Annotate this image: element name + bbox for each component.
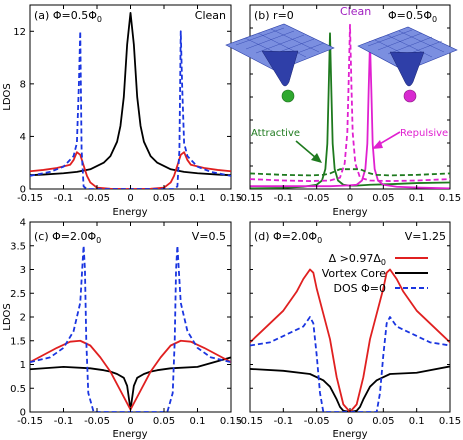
attractive-arrow (295, 140, 322, 163)
panel-c-xlabel: Energy (112, 429, 147, 440)
panel-a: -0.15 -0.1 -0.05 0 0.05 0.1 0.15 0 4 8 12 (a) Φ=0.… (2, 4, 242, 218)
panel-d-xlabel: Energy (332, 429, 367, 440)
panel-c-ytick-label-4: 2 (20, 313, 26, 324)
panel-a-xtick-label-1: -0.1 (54, 193, 74, 204)
panel-c-xtick-label-5: 0.1 (190, 416, 206, 427)
panel-a-xtick-label-2: -0.05 (84, 193, 110, 204)
panel-c-ytick-label-2: 1 (20, 360, 26, 371)
attractive-label: Attractive (251, 128, 300, 139)
panel-a-ytick-label-0: 0 (20, 185, 26, 196)
phi-annotation: Φ=0.5Φ0 (388, 9, 437, 24)
panel-d-ticks: -0.15 -0.1 -0.05 0 0.05 0.1 0.15 (237, 222, 461, 427)
panel-a-ytick-label-3: 12 (13, 27, 26, 38)
panel-c-ticks: -0.15 -0.1 -0.05 0 0.05 0.1 0.15 0 0.5 1 1.5 2 2.5 3 3… (10, 218, 242, 428)
panel-d-series-0 (250, 365, 450, 412)
panel-d-legend: Δ >0.97Δ0 Vortex Core DOS Φ=0 (322, 252, 428, 295)
panel-a-corner-text: Clean (195, 9, 226, 22)
panel-d-xtick-label-5: 0.1 (409, 416, 425, 427)
panel-d-series-2 (250, 316, 450, 412)
panel-b-xtick-label-1: -0.1 (274, 193, 294, 204)
panel-d-xtick-label-2: -0.05 (304, 416, 330, 427)
panel-b-xtick-label-2: -0.05 (304, 193, 330, 204)
panel-c-ytick-label-7: 3.5 (10, 241, 26, 252)
panel-a-label: (a) Φ=0.5Φ0 (34, 9, 102, 24)
panel-d-plot (250, 268, 450, 412)
panel-b-xtick-label-5: 0.1 (409, 193, 425, 204)
panel-c-series-0 (30, 356, 231, 411)
panel-c-xtick-label-2: -0.05 (84, 416, 110, 427)
panel-b-series-2 (250, 23, 450, 182)
panel-a-frame (29, 4, 232, 190)
panel-c-ytick-label-8: 4 (20, 218, 26, 229)
panel-a-xtick-label-6: 0.15 (220, 193, 242, 204)
panel-a-series-2 (30, 30, 231, 189)
repulsive-label: Repulsive (400, 128, 448, 139)
panel-c-series-2 (30, 244, 231, 412)
repulsive-arrow (372, 131, 401, 149)
panel-b-series-3 (250, 168, 450, 177)
panel-b-xtick-label-0: -0.15 (237, 193, 263, 204)
clean-annotation: Clean (340, 5, 371, 18)
panel-d-label: (d) Φ=2.0Φ0 (254, 230, 322, 245)
panel-c-ytick-label-6: 3 (20, 265, 26, 276)
panel-d: -0.15 -0.1 -0.05 0 0.05 0.1 0.15 (d) Φ=2.0Φ0 V… (237, 221, 461, 440)
legend-item-gap-label: Δ >0.97Δ0 (329, 252, 386, 267)
panel-a-ylabel: LDOS (2, 83, 13, 111)
panel-c-xtick-label-3: 0 (127, 416, 133, 427)
panel-c-ytick-label-0: 0 (20, 408, 26, 419)
panel-a-ticks: -0.15 -0.1 -0.05 0 0.05 0.1 0.15 0 4 8 12 (13, 5, 242, 204)
panel-b-plot (250, 23, 450, 189)
panel-d-frame (249, 221, 451, 413)
panel-c: -0.15 -0.1 -0.05 0 0.05 0.1 0.15 0 0.5 1 1.5 2 2.5 3 3… (2, 218, 242, 440)
panel-a-xtick-label-3: 0 (127, 193, 133, 204)
panel-d-xtick-label-0: -0.15 (237, 416, 263, 427)
repulsive-potential-surface (357, 26, 458, 103)
panel-a-plot (30, 11, 231, 189)
panel-c-xtick-label-6: 0.15 (220, 416, 242, 427)
panel-d-series-1 (250, 268, 450, 412)
panel-c-plot (30, 244, 231, 412)
panel-c-ytick-label-3: 1.5 (10, 336, 26, 347)
panel-a-xlabel: Energy (112, 207, 147, 218)
panel-b-ticks: -0.15 -0.1 -0.05 0 0.05 0.1 0.15 (237, 5, 461, 204)
panel-d-xtick-label-4: 0.05 (372, 416, 394, 427)
panel-a-xtick-label-4: 0.05 (153, 193, 175, 204)
panel-b-xtick-label-6: 0.15 (439, 193, 461, 204)
panel-c-ylabel: LDOS (2, 303, 13, 331)
panel-a-series-1 (30, 151, 231, 189)
panel-a-xtick-label-5: 0.1 (190, 193, 206, 204)
panel-a-series-0 (30, 11, 231, 177)
panel-c-corner-text: V=0.5 (192, 230, 226, 243)
panel-b-series-0 (250, 32, 450, 189)
panel-b-xtick-label-3: 0 (347, 193, 353, 204)
panel-c-label: (c) Φ=2.0Φ0 (34, 230, 101, 245)
panel-a-ytick-label-2: 8 (20, 79, 26, 90)
panel-b-xlabel: Energy (332, 207, 367, 218)
panel-d-corner-text: V=1.25 (405, 230, 446, 243)
panel-c-ytick-label-5: 2.5 (10, 289, 26, 300)
panel-b-xtick-label-4: 0.05 (372, 193, 394, 204)
panel-c-frame (29, 221, 232, 413)
panel-d-xtick-label-1: -0.1 (274, 416, 294, 427)
panel-b: -0.15 -0.1 -0.05 0 0.05 0.1 0.15 (b) r=0 Clean… (225, 4, 461, 218)
panel-d-xtick-label-3: 0 (347, 416, 353, 427)
legend-item-dos-label: DOS Φ=0 (334, 282, 386, 295)
attractive-potential-surface (225, 23, 335, 103)
panel-a-xtick-label-0: -0.15 (17, 193, 43, 204)
legend-item-core-label: Vortex Core (322, 267, 387, 280)
panel-c-xtick-label-4: 0.05 (153, 416, 175, 427)
panel-a-ytick-label-1: 4 (20, 132, 26, 143)
panel-b-series-1 (250, 40, 450, 189)
panel-c-xtick-label-0: -0.15 (17, 416, 43, 427)
panel-c-xtick-label-1: -0.1 (54, 416, 74, 427)
panel-d-xtick-label-6: 0.15 (439, 416, 461, 427)
panel-c-ytick-label-1: 0.5 (10, 384, 26, 395)
panel-b-label: (b) r=0 (254, 9, 294, 22)
